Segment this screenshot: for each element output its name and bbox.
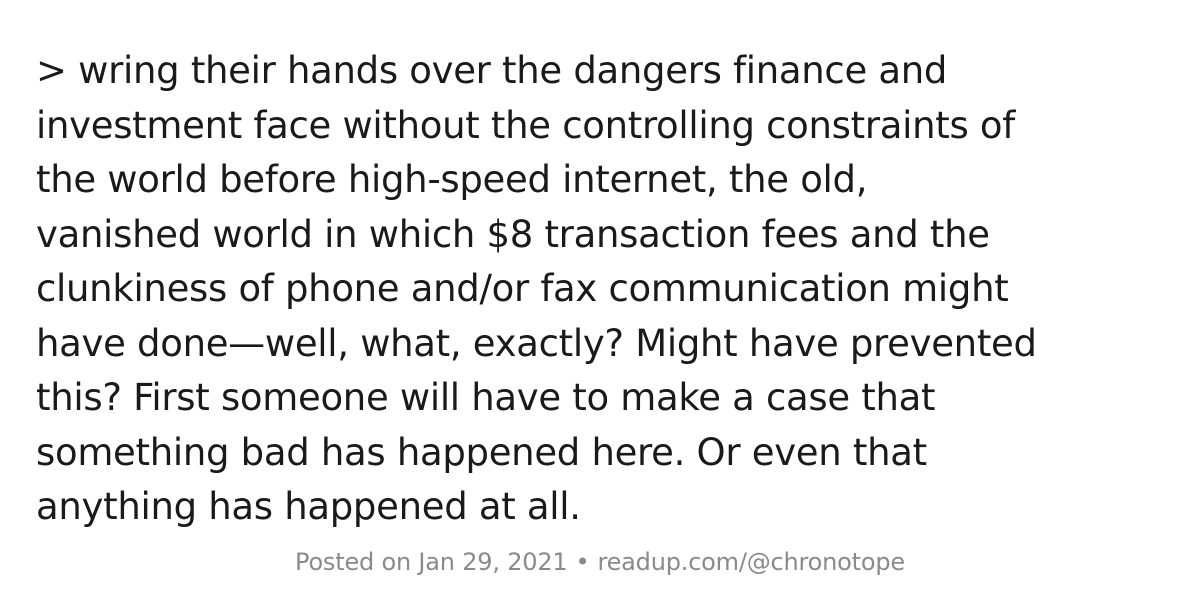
separator-dot: • — [575, 548, 590, 576]
quote-line: something bad has happened here. Or even… — [36, 430, 927, 474]
posted-date: Posted on Jan 29, 2021 — [295, 548, 568, 576]
quote-line: the world before high-speed internet, th… — [36, 158, 868, 201]
profile-link[interactable]: readup.com/@chronotope — [597, 548, 905, 576]
quote-line: investment face without the controlling … — [36, 103, 1015, 147]
quote-line: anything has happened at all. — [36, 485, 581, 528]
quote-line: have done—well, what, exactly? Might hav… — [36, 321, 1037, 365]
attribution-footer: Posted on Jan 29, 2021 • readup.com/@chron… — [0, 545, 1200, 579]
quote-line: this? First someone will have to make a … — [36, 376, 936, 419]
quote-line: clunkiness of phone and/or fax communica… — [36, 267, 1009, 310]
quote-line: > wring their hands over the dangers fin… — [36, 49, 948, 92]
quote-line: vanished world in which $8 transaction f… — [36, 212, 990, 256]
quote-text: > wring their hands over the dangers fin… — [36, 44, 1176, 535]
